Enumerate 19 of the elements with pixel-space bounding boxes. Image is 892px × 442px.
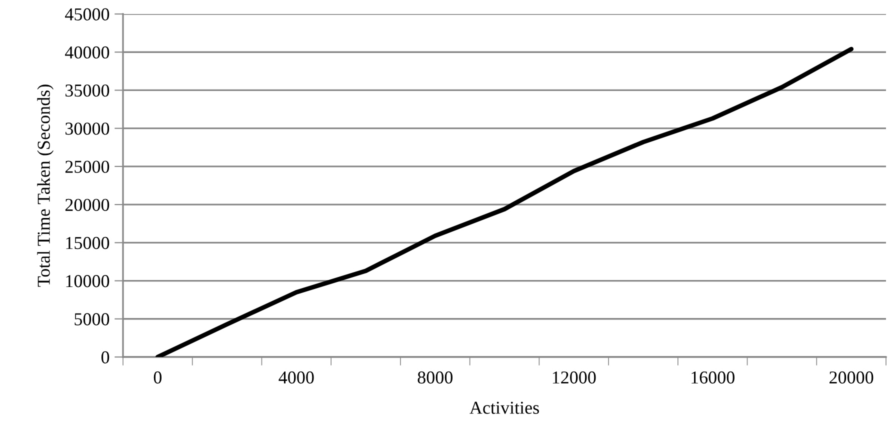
x-tick-label: 8000 xyxy=(418,371,453,384)
y-tick-label: 30000 xyxy=(66,122,110,135)
line-series xyxy=(155,46,854,357)
y-tick-label: 20000 xyxy=(65,198,110,211)
y-tick-label: 0 xyxy=(101,351,110,364)
x-tick-label: 12000 xyxy=(552,371,596,384)
y-tick-label: 15000 xyxy=(66,236,110,250)
y-axis-title: Total Time Taken (Seconds) xyxy=(37,84,54,287)
y-tick-label: 25000 xyxy=(65,160,110,173)
y-tick-label: 10000 xyxy=(66,275,110,288)
x-tick-label: 0 xyxy=(154,371,162,384)
y-tick-label: 35000 xyxy=(66,84,110,97)
x-tick-label: 16000 xyxy=(692,371,734,384)
x-tick-label: 20000 xyxy=(830,371,874,384)
y-tick-label: 45000 xyxy=(65,8,110,20)
x-tick-label: 4000 xyxy=(278,371,314,384)
x-axis-title: Activities xyxy=(470,402,539,414)
y-tick-label: 40000 xyxy=(65,46,110,59)
y-tick-label: 5000 xyxy=(74,313,110,326)
